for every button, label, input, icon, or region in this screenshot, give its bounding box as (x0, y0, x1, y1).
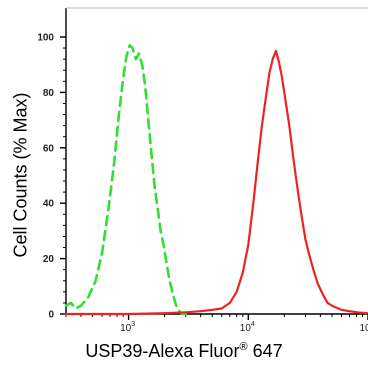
y-axis-title: Cell Counts (% Max) (6, 92, 36, 257)
series-line-dashed-green (64, 44, 187, 316)
x-tick-label: 104 (240, 321, 255, 334)
x-axis-title-suffix: 647 (247, 341, 283, 361)
series-group (64, 44, 368, 316)
y-tick-labels: 0 20 40 60 80 100 (37, 33, 54, 321)
y-tick-label: 20 (43, 254, 55, 265)
x-tick-label: 103 (120, 321, 135, 334)
y-tick-label: 0 (48, 310, 54, 321)
x-tick-labels: 103 104 105 (120, 321, 368, 334)
series-line-solid-red (64, 49, 368, 316)
x-tick-label: 105 (359, 321, 368, 334)
y-tick-label: 60 (43, 143, 55, 154)
y-tick-marks (60, 36, 66, 315)
y-axis: 0 20 40 60 80 100 (37, 8, 67, 321)
y-tick-label: 100 (37, 33, 54, 44)
x-axis-title: USP39-Alexa Fluor® 647 (0, 341, 368, 362)
y-tick-label: 40 (43, 199, 55, 210)
x-axis-title-text: USP39-Alexa Fluor (85, 341, 240, 361)
y-axis-title-text: Cell Counts (% Max) (10, 92, 31, 258)
x-axis: 103 104 105 (65, 313, 368, 334)
y-tick-label: 80 (43, 88, 55, 99)
x-axis-title-superscript: ® (239, 341, 248, 353)
